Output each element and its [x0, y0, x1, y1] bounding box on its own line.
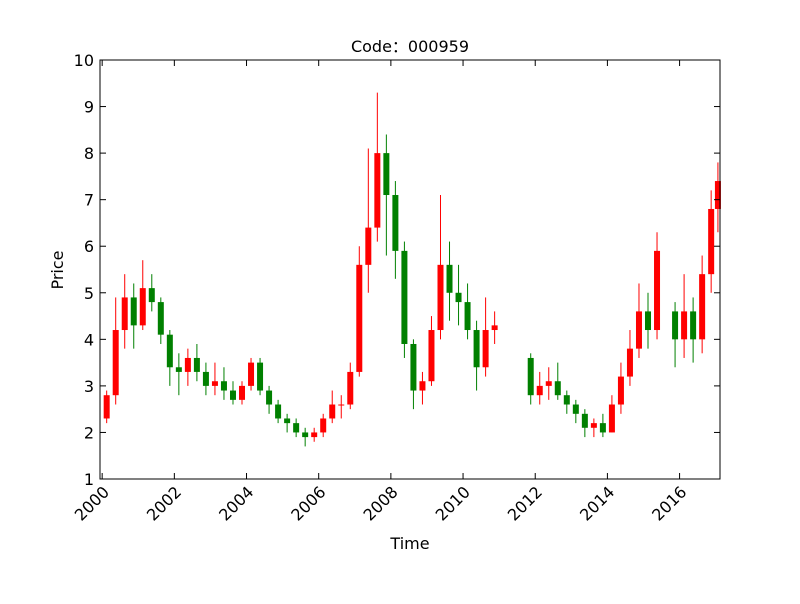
- candle-body: [599, 423, 606, 433]
- candle-body: [581, 413, 588, 428]
- plot-frame: [99, 59, 721, 480]
- candle-body: [446, 264, 453, 293]
- candle-body: [211, 381, 218, 386]
- candle-body: [428, 330, 435, 382]
- candle-body: [714, 181, 721, 209]
- candle-body: [257, 362, 264, 391]
- candle-body: [699, 274, 706, 340]
- candle-body: [293, 423, 300, 433]
- candle-body: [590, 423, 597, 428]
- candle-body: [563, 395, 570, 405]
- candle-body: [482, 330, 489, 368]
- candle-body: [464, 302, 471, 331]
- candle-body: [284, 418, 291, 424]
- y-tick-label: 7: [84, 191, 94, 210]
- candle-body: [572, 404, 579, 414]
- candle-body: [347, 371, 354, 405]
- candle-body: [139, 288, 146, 326]
- candle-body: [455, 292, 462, 303]
- candle-body: [112, 330, 119, 396]
- candle-body: [374, 153, 381, 228]
- y-axis-label: Price: [48, 250, 67, 289]
- chart-title: Code：000959: [351, 37, 469, 56]
- candle-body: [320, 418, 327, 433]
- candle-body: [392, 195, 399, 251]
- y-tick-label: 3: [84, 377, 94, 396]
- candle-body: [266, 390, 273, 405]
- candle-body: [329, 404, 336, 419]
- candle-body: [383, 153, 390, 196]
- candle-body: [527, 357, 534, 396]
- candle-body: [672, 311, 679, 340]
- candle-body: [690, 311, 697, 340]
- y-tick-label: 2: [84, 423, 94, 442]
- candle-body: [157, 302, 164, 335]
- candle-body: [626, 348, 633, 377]
- candle-body: [708, 208, 715, 275]
- y-tick-label: 4: [84, 330, 94, 349]
- candle-body: [239, 385, 246, 400]
- y-tick-label: 10: [74, 51, 94, 70]
- candle-body: [338, 404, 345, 406]
- candle-body: [130, 297, 137, 326]
- candle-body: [645, 311, 652, 331]
- y-tick-label: 6: [84, 237, 94, 256]
- candle-body: [410, 343, 417, 391]
- candle-body: [608, 404, 615, 433]
- candle-body: [248, 362, 255, 386]
- candle-body: [175, 367, 182, 372]
- candle-body: [473, 330, 480, 368]
- candle-body: [654, 250, 661, 331]
- candle-body: [401, 250, 408, 344]
- candle-body: [166, 334, 173, 368]
- candle-body: [184, 357, 191, 372]
- candle-body: [554, 381, 561, 396]
- candle-body: [311, 432, 318, 438]
- candle-body: [121, 297, 128, 331]
- y-tick-label: 5: [84, 284, 94, 303]
- candle-body: [617, 376, 624, 405]
- candle-body: [356, 264, 363, 372]
- candle-body: [419, 381, 426, 391]
- candle-body: [220, 381, 227, 391]
- y-tick-label: 1: [84, 470, 94, 489]
- candle-body: [635, 311, 642, 349]
- candle-body: [103, 395, 110, 419]
- y-tick-label: 8: [84, 144, 94, 163]
- candle-body: [365, 227, 372, 265]
- candle-body: [302, 432, 309, 438]
- candle-body: [437, 264, 444, 331]
- candle-body: [275, 404, 282, 419]
- candle-body: [202, 371, 209, 386]
- candle-body: [536, 385, 543, 396]
- candle-body: [491, 325, 498, 331]
- candle-body: [545, 381, 552, 386]
- x-axis-label: Time: [389, 534, 429, 553]
- candle-body: [681, 311, 688, 340]
- y-tick-label: 9: [84, 98, 94, 117]
- candle-body: [229, 390, 236, 400]
- candle-body: [193, 357, 200, 372]
- candle-body: [148, 288, 155, 303]
